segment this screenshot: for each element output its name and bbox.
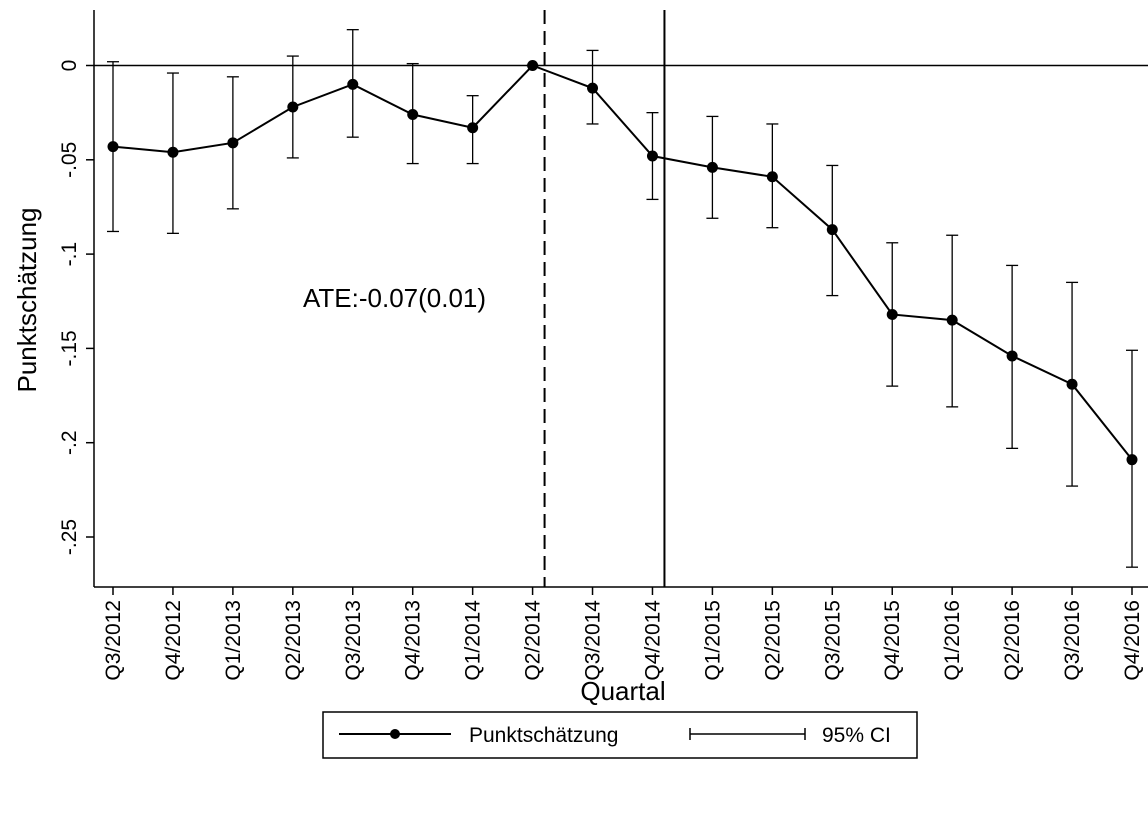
x-tick-label: Q4/2014 [641, 600, 664, 681]
x-tick-label: Q3/2016 [1061, 600, 1084, 681]
y-tick-label: -.2 [58, 430, 81, 455]
ate-annotation: ATE:-0.07(0.01) [303, 283, 486, 313]
x-tick-label: Q1/2016 [941, 600, 964, 681]
y-tick-label: -.1 [58, 242, 81, 267]
data-point [1126, 454, 1138, 466]
legend-label-ci: 95% CI [822, 724, 891, 747]
x-tick-label: Q4/2016 [1121, 600, 1144, 681]
data-point [107, 141, 119, 153]
data-point [167, 146, 179, 158]
series-line [112, 64, 1133, 461]
x-tick-label: Q3/2014 [582, 600, 605, 681]
y-tick-label: -.25 [58, 519, 81, 555]
x-tick-label: Q2/2014 [522, 600, 545, 681]
x-tick-label: Q2/2013 [282, 600, 305, 681]
x-tick-label: Q3/2012 [102, 600, 125, 681]
x-tick-label: Q2/2016 [1001, 600, 1024, 681]
legend-label-punktschaetzung: Punktschätzung [469, 724, 618, 747]
marks-group [94, 10, 1148, 587]
data-point [946, 314, 958, 326]
x-tick-label: Q1/2014 [462, 600, 485, 681]
y-axis-title: Punktschätzung [12, 207, 42, 392]
x-tick-label: Q1/2015 [701, 600, 724, 681]
data-point [227, 137, 239, 149]
data-point [646, 150, 658, 162]
legend: Punktschätzung 95% CI [322, 711, 918, 759]
data-point [706, 161, 718, 173]
data-point [587, 82, 599, 94]
x-tick-label: Q4/2012 [162, 600, 185, 681]
y-tick-label: -.15 [58, 330, 81, 366]
data-point [1006, 350, 1018, 362]
data-point [467, 122, 479, 134]
data-point [766, 171, 778, 183]
y-tick-label: -.05 [58, 142, 81, 178]
x-tick-label: Q4/2013 [402, 600, 425, 681]
x-tick-label: Q2/2015 [761, 600, 784, 681]
data-point [826, 224, 838, 236]
data-point [347, 78, 359, 90]
data-point [287, 101, 299, 113]
x-tick-label: Q1/2013 [222, 600, 245, 681]
data-point [886, 308, 898, 320]
x-axis-title: Quartal [580, 676, 665, 706]
data-point [1066, 378, 1078, 390]
x-tick-label: Q3/2013 [342, 600, 365, 681]
legend-marker-swatch [390, 729, 400, 739]
data-point [527, 60, 539, 71]
x-tick-label: Q3/2015 [821, 600, 844, 681]
x-tick-label: Q4/2015 [881, 600, 904, 681]
axes-group: 0 -.05 -.1 -.15 -.2 -.25 Q3/2012 Q4/2012 Q1/2013… [58, 10, 1148, 681]
y-tick-label: 0 [58, 60, 81, 72]
data-point [407, 109, 419, 121]
